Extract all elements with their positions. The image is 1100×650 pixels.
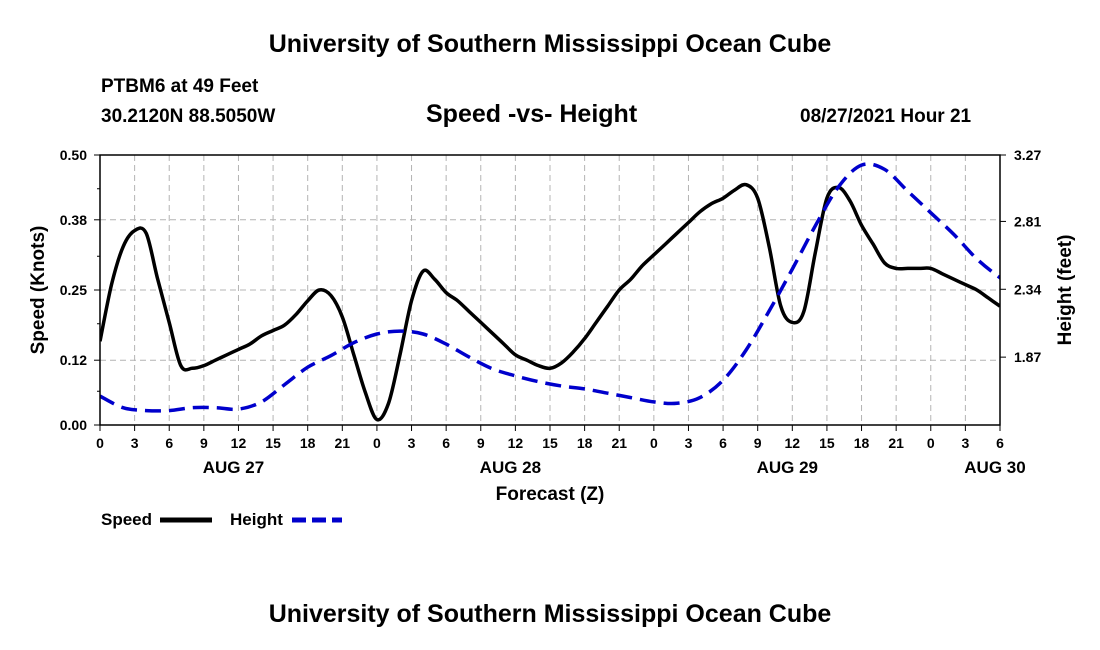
x-tick-label: 0 — [927, 435, 935, 451]
grid — [100, 155, 1000, 425]
y-right-tick-label: 1.87 — [1014, 349, 1041, 365]
page-footer-title: University of Southern Mississippi Ocean… — [268, 600, 832, 628]
x-tick-label: 18 — [854, 435, 870, 451]
x-tick-label: 18 — [577, 435, 593, 451]
x-tick-label: 15 — [265, 435, 281, 451]
x-tick-label: 6 — [442, 435, 450, 451]
x-tick-label: 0 — [373, 435, 381, 451]
x-tick-label: 15 — [819, 435, 835, 451]
station-coordinates: 30.2120N 88.5050W — [101, 106, 276, 127]
x-date-label: AUG 29 — [757, 458, 818, 477]
x-date-label: AUG 30 — [964, 458, 1025, 477]
x-tick-label: 3 — [131, 435, 139, 451]
x-tick-label: 9 — [477, 435, 485, 451]
series-speed-line — [100, 182, 1000, 422]
x-tick-label: 6 — [719, 435, 727, 451]
y-right-tick-label: 2.34 — [1014, 281, 1041, 297]
y-axis-right-label: Height (feet) — [1055, 235, 1076, 346]
y-left-tick-label: 0.25 — [60, 282, 87, 298]
x-tick-label: 9 — [200, 435, 208, 451]
x-tick-label: 6 — [165, 435, 173, 451]
x-tick-label: 21 — [611, 435, 627, 451]
x-tick-label: 0 — [96, 435, 104, 451]
legend: Speed Height — [101, 510, 342, 529]
chart-title: Speed -vs- Height — [426, 100, 638, 128]
y-left-tick-label: 0.38 — [60, 212, 87, 228]
x-tick-label: 12 — [785, 435, 801, 451]
legend-height-label: Height — [230, 510, 283, 529]
station-name: PTBM6 at 49 Feet — [101, 76, 259, 97]
forecast-date: 08/27/2021 Hour 21 — [800, 106, 972, 127]
x-tick-label: 3 — [408, 435, 416, 451]
x-tick-label: 9 — [754, 435, 762, 451]
x-tick-label: 21 — [335, 435, 351, 451]
y-left-tick-label: 0.12 — [60, 352, 87, 368]
x-tick-label: 0 — [650, 435, 658, 451]
axes: 0 3 6 9 12 15 18 21 0 3 6 9 12 15 18 21 0 3 6 9 12 15 18 21 0 3 6 A… — [60, 147, 1042, 477]
legend-speed-label: Speed — [101, 510, 152, 529]
page-title: University of Southern Mississippi Ocean… — [268, 30, 832, 58]
series-height-line — [100, 162, 1000, 413]
x-tick-label: 3 — [961, 435, 969, 451]
x-tick-label: 12 — [231, 435, 247, 451]
x-tick-label: 6 — [996, 435, 1004, 451]
x-tick-label: 21 — [888, 435, 904, 451]
x-tick-label: 12 — [508, 435, 524, 451]
series-layer — [100, 162, 1000, 422]
x-date-label: AUG 27 — [203, 458, 264, 477]
x-axis-label: Forecast (Z) — [496, 484, 605, 505]
y-left-tick-label: 0.00 — [60, 417, 87, 433]
x-tick-label: 3 — [685, 435, 693, 451]
y-right-tick-label: 3.27 — [1014, 147, 1041, 163]
y-left-tick-label: 0.50 — [60, 147, 87, 163]
x-date-label: AUG 28 — [480, 458, 541, 477]
y-axis-left-label: Speed (Knots) — [28, 226, 49, 355]
x-tick-label: 15 — [542, 435, 558, 451]
y-right-tick-label: 2.81 — [1014, 213, 1041, 229]
x-tick-label: 18 — [300, 435, 316, 451]
